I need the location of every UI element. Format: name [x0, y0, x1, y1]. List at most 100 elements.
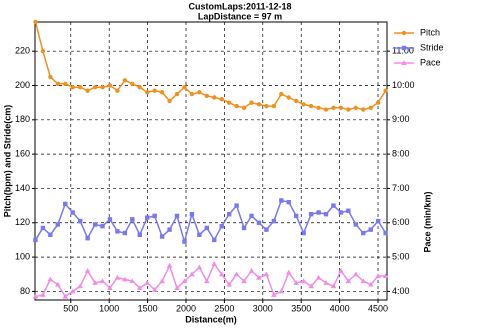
x-tick-label: 500	[63, 303, 78, 313]
data-point	[316, 210, 321, 215]
data-point	[182, 85, 187, 90]
data-point	[62, 293, 69, 299]
y-tick-label: 100	[15, 251, 30, 261]
data-point	[279, 91, 284, 97]
data-point	[174, 285, 180, 290]
data-point	[159, 234, 165, 239]
data-point	[286, 95, 291, 100]
data-point	[136, 285, 143, 290]
data-point	[218, 271, 225, 277]
data-point	[264, 227, 269, 232]
data-point	[174, 213, 180, 219]
data-point	[219, 97, 224, 102]
data-point	[115, 88, 120, 93]
data-point	[144, 280, 151, 285]
data-point	[234, 103, 239, 109]
data-point	[301, 230, 306, 236]
data-point	[84, 268, 91, 273]
data-point	[115, 229, 120, 234]
data-point	[323, 211, 329, 217]
data-point	[204, 93, 210, 98]
data-point	[159, 278, 165, 284]
data-point	[100, 224, 105, 229]
data-point	[294, 98, 299, 104]
data-point	[323, 107, 329, 112]
data-point	[219, 224, 224, 229]
y2-axis-label: Pace (min/km)	[422, 191, 432, 252]
data-point	[137, 85, 142, 90]
data-point	[271, 103, 277, 109]
data-point	[107, 285, 113, 290]
data-point	[361, 107, 366, 112]
data-point	[338, 268, 344, 273]
data-point	[279, 198, 284, 203]
data-point	[368, 227, 373, 232]
data-point	[233, 271, 240, 277]
y-tick-label: 160	[15, 149, 30, 159]
data-point	[204, 225, 210, 231]
data-point	[383, 88, 388, 93]
data-point	[70, 210, 75, 215]
data-point	[323, 280, 329, 285]
data-point	[285, 269, 292, 275]
data-point	[107, 217, 113, 222]
x-tick-label: 2500	[214, 303, 234, 313]
data-point	[130, 217, 135, 222]
data-point	[181, 278, 188, 284]
data-point	[211, 261, 218, 266]
data-point	[308, 211, 314, 217]
y-tick-label: 220	[15, 46, 30, 56]
data-point	[353, 105, 359, 111]
data-point	[189, 91, 195, 97]
data-point	[182, 239, 187, 244]
data-point	[256, 220, 262, 225]
data-point	[70, 85, 75, 90]
data-point	[48, 232, 53, 237]
chart-subtitle: LapDistance = 97 m	[198, 11, 282, 21]
x-tick-label: 3500	[291, 303, 311, 313]
data-point	[33, 19, 38, 25]
data-point	[167, 98, 172, 104]
data-point	[48, 74, 53, 80]
data-point	[33, 237, 38, 243]
data-point	[40, 292, 46, 297]
data-point	[167, 227, 172, 232]
data-point	[264, 103, 269, 109]
data-point	[212, 237, 217, 243]
data-point	[331, 105, 336, 111]
data-point	[55, 222, 61, 227]
x-axis-label: Distance(m)	[185, 314, 237, 324]
data-point	[353, 222, 359, 227]
data-point	[47, 276, 54, 282]
data-point	[55, 81, 61, 86]
legend-label: Stride	[420, 42, 444, 52]
data-point	[308, 103, 314, 109]
data-point	[32, 293, 39, 299]
y2-tick-label: 5:00	[392, 251, 410, 261]
data-point	[316, 105, 321, 111]
data-point	[92, 280, 98, 285]
data-point	[77, 85, 83, 90]
x-tick-label: 1500	[138, 303, 158, 313]
data-point	[382, 273, 389, 278]
legend-marker	[401, 45, 407, 51]
data-point	[40, 48, 46, 54]
data-point	[129, 278, 136, 284]
data-point	[92, 85, 98, 90]
data-point	[100, 85, 105, 90]
data-point	[196, 264, 203, 270]
data-point	[278, 288, 285, 294]
data-point	[249, 100, 254, 105]
data-point	[122, 230, 128, 236]
data-point	[331, 203, 336, 208]
y2-tick-label: 11:00	[392, 46, 414, 56]
data-point	[114, 274, 121, 280]
data-point	[197, 90, 202, 95]
data-point	[55, 281, 61, 287]
data-point	[212, 95, 217, 100]
data-point	[271, 292, 277, 297]
data-point	[234, 203, 239, 208]
data-point	[375, 100, 381, 105]
data-point	[152, 88, 157, 93]
data-point	[256, 274, 262, 280]
